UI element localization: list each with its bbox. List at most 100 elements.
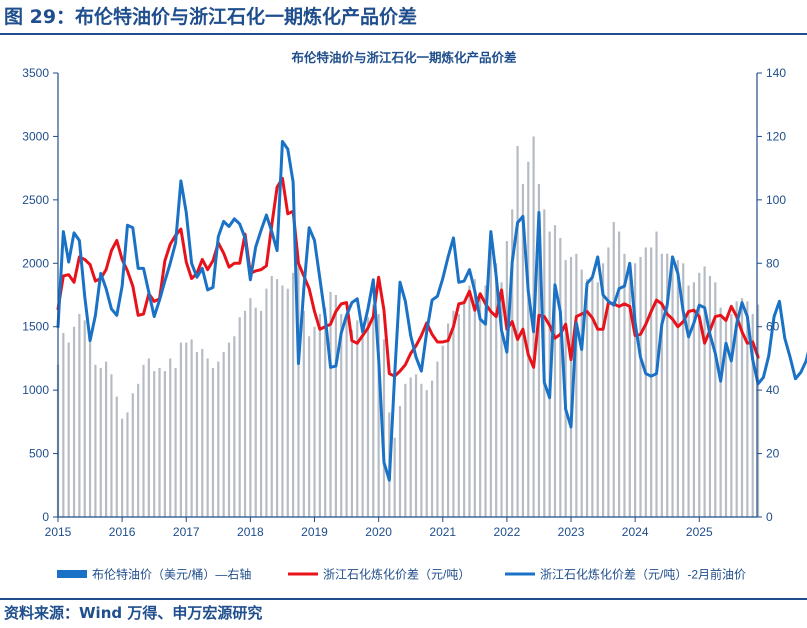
- brent-bar: [634, 263, 637, 517]
- brent-bar: [147, 358, 150, 517]
- brent-bar: [94, 364, 97, 517]
- y-left-tick-label: 3000: [22, 129, 49, 143]
- x-tick-label: 2024: [622, 525, 649, 539]
- brent-bar: [468, 285, 471, 517]
- brent-bar: [121, 418, 124, 517]
- brent-bar: [110, 374, 113, 517]
- brent-bar: [67, 342, 70, 517]
- brent-bar: [623, 253, 626, 517]
- brent-bar: [687, 285, 690, 517]
- brent-bar: [730, 314, 733, 517]
- y-right-tick-label: 40: [766, 383, 780, 397]
- brent-bar: [414, 374, 418, 517]
- brent-bar: [441, 345, 444, 517]
- brent-bar: [243, 310, 247, 517]
- brent-bar: [153, 371, 156, 517]
- brent-bar: [660, 253, 663, 517]
- brent-bar: [104, 361, 108, 517]
- brent-bar: [447, 323, 450, 517]
- brent-bar: [756, 304, 760, 517]
- brent-bar: [409, 377, 412, 517]
- brent-bar: [569, 256, 573, 517]
- x-tick-label: 2021: [429, 525, 456, 539]
- y-left-tick-label: 0: [42, 510, 49, 524]
- brent-bar: [238, 317, 241, 517]
- brent-bar: [270, 275, 273, 517]
- brent-bar: [158, 367, 161, 517]
- brent-bar: [345, 314, 348, 517]
- x-tick-label: 2023: [558, 525, 585, 539]
- brent-bar: [596, 282, 599, 517]
- x-tick-label: 2018: [237, 525, 264, 539]
- brent-bar: [628, 269, 631, 517]
- brent-bar: [601, 263, 605, 517]
- brent-bar: [340, 314, 343, 517]
- brent-bar: [179, 342, 183, 517]
- legend: 布伦特油价（美元/桶）—右轴 浙江石化炼化价差（元/吨） 浙江石化炼化价差（元/吨）…: [57, 567, 746, 582]
- brent-bar: [714, 282, 717, 517]
- brent-bar: [420, 383, 423, 517]
- brent-bar: [313, 326, 316, 517]
- brent-bar: [618, 231, 621, 517]
- brent-bar: [265, 288, 268, 517]
- brent-bar: [169, 358, 172, 517]
- brent-bar: [559, 237, 562, 517]
- brent-bar: [324, 307, 327, 517]
- brent-bar: [72, 326, 76, 517]
- brent-bar: [286, 288, 289, 517]
- brent-bar: [511, 209, 514, 517]
- brent-bar: [575, 253, 578, 517]
- brent-bar: [308, 336, 311, 517]
- x-tick-label: 2019: [301, 525, 328, 539]
- legend-spread-label: 浙江石化炼化价差（元/吨）: [323, 567, 470, 582]
- brent-bar: [516, 145, 519, 517]
- brent-bar: [457, 314, 460, 517]
- brent-bar: [473, 279, 476, 517]
- title-rule: [0, 33, 807, 35]
- brent-bar: [479, 295, 482, 517]
- y-right-tick-label: 100: [766, 193, 786, 207]
- brent-bar: [259, 310, 263, 517]
- brent-bar: [318, 314, 321, 517]
- brent-bar: [249, 298, 252, 517]
- x-tick-label: 2022: [494, 525, 521, 539]
- brent-bar: [366, 317, 370, 517]
- y-right-tick-label: 60: [766, 320, 780, 334]
- y-right-tick-label: 80: [766, 256, 780, 270]
- x-tick-label: 2016: [109, 525, 136, 539]
- source-note: 资料来源：Wind 万得、申万宏源研究: [4, 604, 263, 622]
- brent-bar: [78, 314, 81, 517]
- brent-bar: [612, 222, 615, 517]
- y-left-tick-label: 2500: [22, 193, 49, 207]
- brent-bar: [99, 367, 102, 517]
- spread-line: [56, 176, 760, 378]
- brent-bar: [131, 393, 134, 517]
- brent-bar: [88, 336, 92, 517]
- brent-bar: [227, 342, 231, 517]
- brent-bar: [201, 348, 204, 517]
- chart: 布伦特油价与浙江石化一期炼化产品价差 050010001500200025003…: [22, 50, 807, 582]
- y-left-tick-label: 500: [29, 447, 49, 461]
- brent-bar: [671, 266, 674, 517]
- x-tick-label: 2020: [365, 525, 392, 539]
- y-left-tick-label: 1500: [22, 320, 49, 334]
- brent-bar: [398, 406, 402, 517]
- legend-brent-swatch: [57, 570, 87, 578]
- x-tick-label: 2017: [173, 525, 200, 539]
- brent-bar: [644, 247, 647, 517]
- brent-bar: [692, 282, 696, 517]
- brent-bar: [650, 247, 653, 517]
- brent-bar: [163, 371, 166, 517]
- y-left-tick-label: 1000: [22, 383, 49, 397]
- brent-bar: [607, 247, 610, 517]
- figure-title: 图 29：布伦特油价与浙江石化一期炼化产品价差: [4, 6, 418, 28]
- brent-bar: [436, 361, 439, 517]
- brent-bar: [126, 412, 129, 517]
- brent-bar: [676, 260, 679, 517]
- legend-brent-label: 布伦特油价（美元/桶）—右轴: [92, 567, 251, 582]
- brent-bar: [585, 279, 589, 517]
- brent-bar: [708, 275, 712, 517]
- brent-bar: [217, 361, 220, 517]
- brent-bar: [740, 298, 744, 517]
- brent-bar: [735, 301, 738, 517]
